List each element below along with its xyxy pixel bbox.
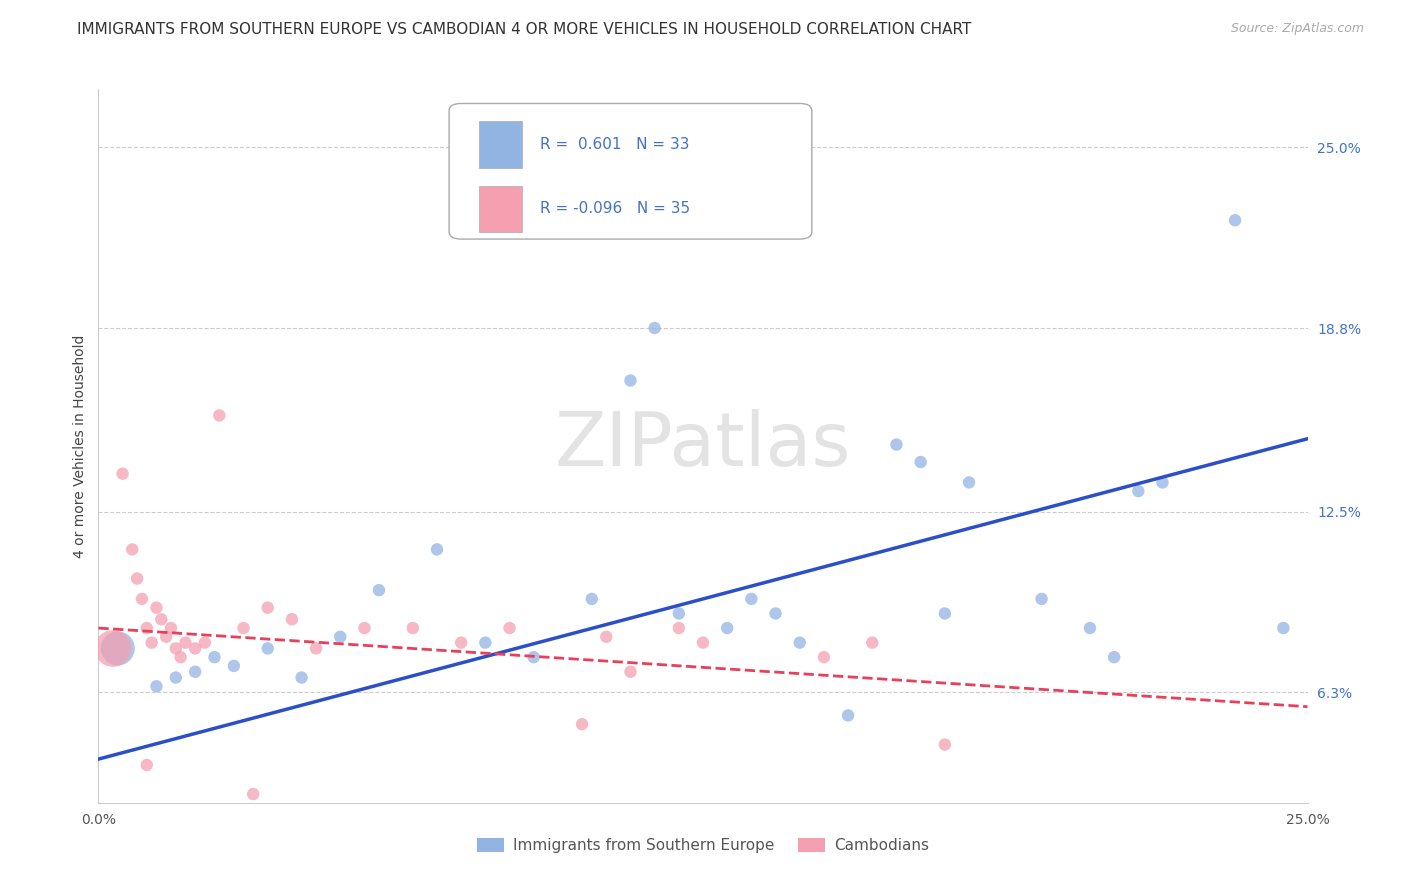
Point	[174, 635, 197, 649]
Point	[160, 621, 183, 635]
Point	[668, 621, 690, 635]
Point	[1031, 591, 1053, 606]
Legend: Immigrants from Southern Europe, Cambodians: Immigrants from Southern Europe, Cambodi…	[471, 832, 935, 859]
Point	[765, 607, 787, 621]
Point	[789, 635, 811, 649]
Bar	[479, 186, 522, 232]
Point	[131, 591, 153, 606]
Point	[194, 635, 217, 649]
Point	[860, 635, 883, 649]
Point	[155, 630, 177, 644]
Y-axis label: 4 or more Vehicles in Household: 4 or more Vehicles in Household	[73, 334, 87, 558]
Point	[934, 607, 956, 621]
Point	[204, 650, 226, 665]
Point	[127, 572, 149, 586]
Point	[450, 635, 472, 649]
Point	[740, 591, 762, 606]
Point	[169, 650, 191, 665]
Point	[571, 717, 593, 731]
FancyBboxPatch shape	[449, 103, 811, 239]
Point	[111, 467, 134, 481]
Point	[474, 635, 496, 649]
Point	[121, 542, 143, 557]
Point	[107, 641, 129, 656]
Text: R = -0.096   N = 35: R = -0.096 N = 35	[540, 201, 690, 216]
Point	[934, 738, 956, 752]
Point	[1272, 621, 1295, 635]
Point	[668, 607, 690, 621]
Point	[498, 621, 520, 635]
Point	[165, 641, 187, 656]
Point	[716, 621, 738, 635]
Point	[1128, 484, 1150, 499]
Point	[256, 641, 278, 656]
Point	[208, 409, 231, 423]
Point	[184, 641, 207, 656]
Point	[222, 659, 245, 673]
Point	[619, 665, 641, 679]
Point	[426, 542, 449, 557]
Point	[290, 671, 312, 685]
Point	[619, 374, 641, 388]
Text: Source: ZipAtlas.com: Source: ZipAtlas.com	[1230, 22, 1364, 36]
Point	[886, 437, 908, 451]
Point	[1223, 213, 1246, 227]
Point	[135, 621, 157, 635]
Point	[368, 583, 391, 598]
Point	[910, 455, 932, 469]
Point	[256, 600, 278, 615]
Point	[184, 665, 207, 679]
Point	[145, 600, 167, 615]
Point	[581, 591, 603, 606]
Bar	[479, 121, 522, 168]
Point	[692, 635, 714, 649]
Point	[165, 671, 187, 685]
Point	[305, 641, 328, 656]
Point	[957, 475, 980, 490]
Point	[101, 641, 124, 656]
Point	[1152, 475, 1174, 490]
Point	[402, 621, 425, 635]
Point	[1102, 650, 1125, 665]
Point	[595, 630, 617, 644]
Point	[232, 621, 254, 635]
Point	[145, 679, 167, 693]
Point	[353, 621, 375, 635]
Text: IMMIGRANTS FROM SOUTHERN EUROPE VS CAMBODIAN 4 OR MORE VEHICLES IN HOUSEHOLD COR: IMMIGRANTS FROM SOUTHERN EUROPE VS CAMBO…	[77, 22, 972, 37]
Point	[141, 635, 163, 649]
Point	[242, 787, 264, 801]
Point	[837, 708, 859, 723]
Point	[281, 612, 304, 626]
Point	[813, 650, 835, 665]
Point	[644, 321, 666, 335]
Point	[1078, 621, 1101, 635]
Text: ZIPatlas: ZIPatlas	[555, 409, 851, 483]
Point	[329, 630, 352, 644]
Point	[523, 650, 546, 665]
Text: R =  0.601   N = 33: R = 0.601 N = 33	[540, 136, 689, 152]
Point	[150, 612, 173, 626]
Point	[135, 758, 157, 772]
